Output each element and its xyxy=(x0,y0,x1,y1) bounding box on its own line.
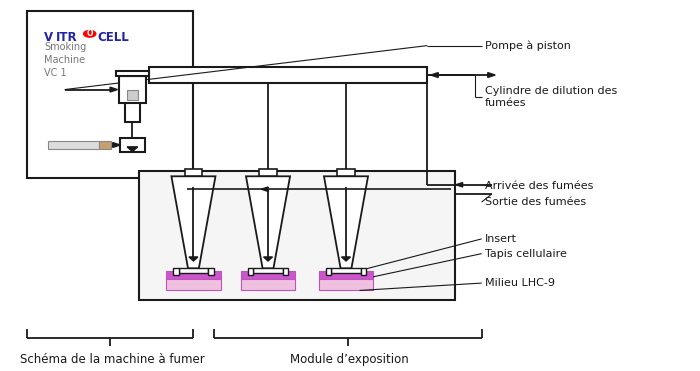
Bar xyxy=(173,268,178,275)
Text: CELL: CELL xyxy=(98,31,130,44)
Text: Module d’exposition: Module d’exposition xyxy=(290,353,409,366)
Text: V: V xyxy=(44,31,53,44)
Circle shape xyxy=(83,30,96,37)
Text: O: O xyxy=(86,29,93,38)
Bar xyxy=(253,268,283,273)
Text: Milieu LHC-9: Milieu LHC-9 xyxy=(485,278,555,288)
Polygon shape xyxy=(264,257,272,261)
Text: Pompe à piston: Pompe à piston xyxy=(485,40,571,51)
Bar xyxy=(248,268,253,275)
Bar xyxy=(127,91,138,100)
Bar xyxy=(178,268,209,273)
Bar xyxy=(149,67,428,83)
Text: Arrivée des fumées: Arrivée des fumées xyxy=(485,181,594,190)
Bar xyxy=(116,71,148,76)
Bar xyxy=(259,169,276,175)
Text: Schéma de la machine à fumer: Schéma de la machine à fumer xyxy=(20,353,204,366)
Polygon shape xyxy=(246,176,290,268)
Bar xyxy=(125,102,140,122)
Polygon shape xyxy=(127,147,138,152)
Polygon shape xyxy=(430,73,438,78)
Bar xyxy=(167,270,220,279)
Bar xyxy=(337,169,355,175)
Bar xyxy=(120,138,145,152)
Text: Tapis cellulaire: Tapis cellulaire xyxy=(485,249,567,259)
Bar xyxy=(27,11,193,178)
Polygon shape xyxy=(342,257,351,261)
Text: Insert: Insert xyxy=(485,234,517,244)
Bar xyxy=(283,268,288,275)
Text: Smoking
Machine
VC 1: Smoking Machine VC 1 xyxy=(44,42,87,78)
Bar xyxy=(167,278,220,290)
Bar xyxy=(209,268,214,275)
Polygon shape xyxy=(456,183,463,187)
Bar xyxy=(241,278,295,290)
Bar xyxy=(331,268,361,273)
Bar xyxy=(99,141,111,149)
Text: Sortie des fumées: Sortie des fumées xyxy=(485,197,586,207)
Polygon shape xyxy=(261,187,268,191)
Bar xyxy=(48,141,99,149)
Polygon shape xyxy=(189,257,198,261)
Text: ITR: ITR xyxy=(56,31,78,44)
Text: Cylindre de dilution des
fumées: Cylindre de dilution des fumées xyxy=(485,86,617,108)
Polygon shape xyxy=(324,176,368,268)
Bar xyxy=(185,169,202,175)
Bar xyxy=(119,76,146,104)
Polygon shape xyxy=(172,176,216,268)
Bar xyxy=(139,171,454,300)
Bar xyxy=(319,278,373,290)
Bar xyxy=(241,270,295,279)
Bar xyxy=(326,268,331,275)
Polygon shape xyxy=(488,73,495,78)
Bar xyxy=(361,268,366,275)
Bar xyxy=(319,270,373,279)
Polygon shape xyxy=(113,142,120,147)
Polygon shape xyxy=(110,87,118,92)
